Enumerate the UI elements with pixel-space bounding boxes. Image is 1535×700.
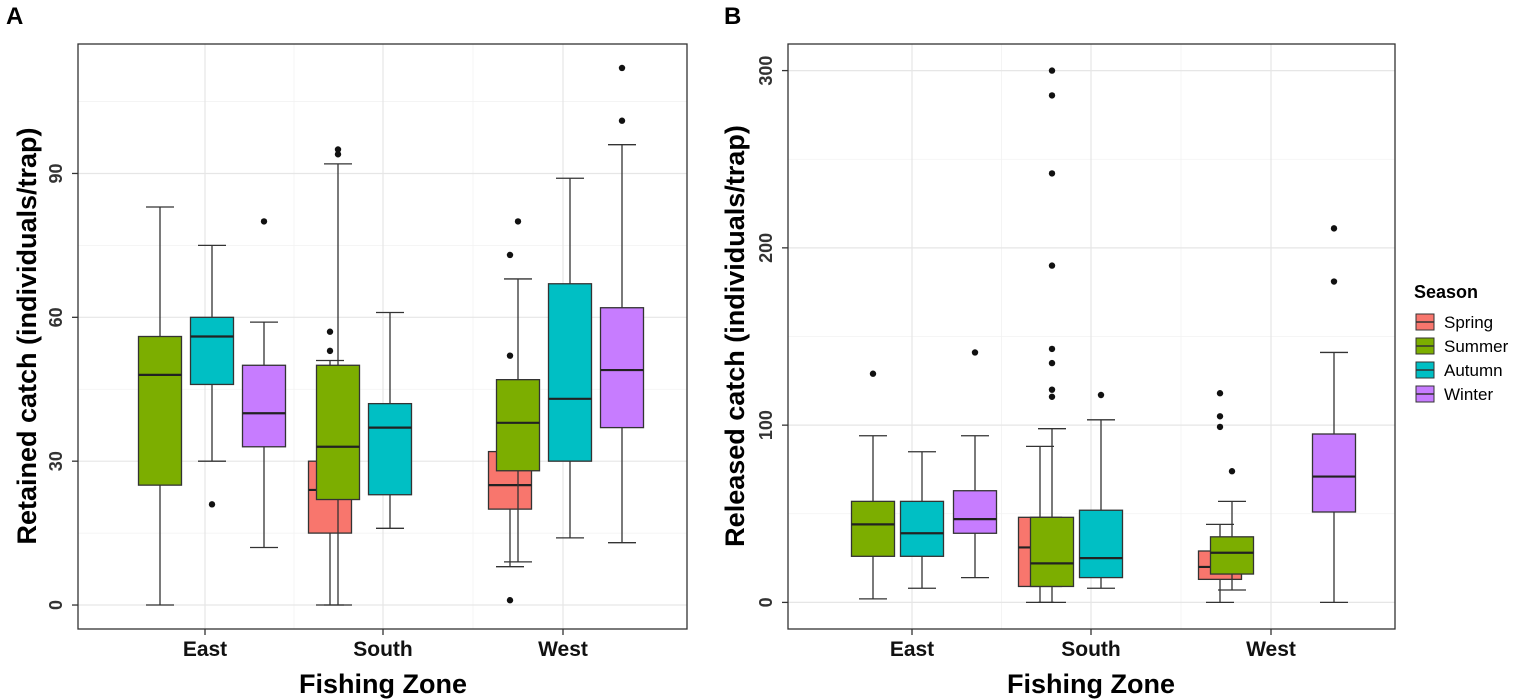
- box-iqr: [1209, 536, 1255, 575]
- legend-label: Spring: [1444, 313, 1493, 332]
- outlier-point: [506, 597, 514, 604]
- box-iqr: [850, 500, 896, 557]
- outlier-point: [1048, 359, 1056, 367]
- outlier-point: [1228, 468, 1236, 475]
- box-iqr: [1311, 433, 1357, 513]
- box-east-autumn: [899, 451, 945, 589]
- box-west-autumn: [547, 177, 593, 539]
- box-iqr: [1078, 509, 1124, 579]
- outlier-point: [618, 64, 626, 72]
- box-south-summer: [315, 146, 361, 606]
- y-tick-label: 0: [46, 600, 66, 610]
- box-east-summer: [137, 206, 183, 606]
- outlier-point: [1097, 391, 1105, 399]
- y-tick-label: 90: [46, 163, 66, 183]
- outlier-point: [618, 117, 626, 124]
- legend-item-winter: Winter: [1415, 385, 1493, 404]
- y-tick-label: 300: [756, 56, 776, 86]
- outlier-point: [208, 501, 216, 508]
- legend-title: Season: [1414, 282, 1478, 302]
- panel-b-label: B: [724, 3, 741, 30]
- outlier-point: [1048, 170, 1056, 177]
- season-legend: Season Spring Summer Autumn Winter: [1414, 282, 1509, 404]
- outlier-point: [1216, 423, 1224, 431]
- legend-label: Winter: [1444, 385, 1493, 404]
- box-iqr: [547, 283, 593, 462]
- panel-a-y-axis-title: Retained catch (individuals/trap): [12, 127, 42, 544]
- outlier-point: [1048, 393, 1056, 400]
- outlier-point: [260, 218, 268, 225]
- box-iqr: [952, 490, 998, 534]
- legend-item-spring: Spring: [1415, 313, 1493, 332]
- outlier-point: [1216, 413, 1224, 420]
- x-tick-label-south: South: [1061, 638, 1120, 661]
- outlier-point: [334, 151, 342, 158]
- outlier-point: [514, 218, 522, 225]
- box-west-winter: [599, 64, 645, 544]
- panel-a: A 0 30 60 90 East South West Retained catch (…: [6, 3, 688, 699]
- x-tick-label-east: East: [183, 638, 227, 661]
- outlier-point: [1048, 386, 1056, 393]
- box-west-summer: [1209, 468, 1255, 591]
- y-tick-label: 200: [756, 233, 776, 263]
- outlier-point: [326, 328, 334, 335]
- panel-a-x-axis-title: Fishing Zone: [299, 669, 467, 699]
- box-iqr: [495, 379, 541, 472]
- legend-label: Autumn: [1444, 361, 1503, 380]
- box-east-autumn: [189, 244, 235, 508]
- box-iqr: [899, 500, 945, 557]
- box-iqr: [599, 307, 645, 429]
- box-south-summer: [1029, 67, 1075, 604]
- outlier-point: [1330, 225, 1338, 232]
- box-west-summer: [495, 218, 541, 563]
- box-iqr: [137, 335, 183, 486]
- box-iqr: [1029, 516, 1075, 588]
- y-tick-label: 60: [46, 307, 66, 327]
- box-south-autumn: [367, 311, 413, 529]
- legend-item-autumn: Autumn: [1415, 361, 1503, 380]
- outlier-point: [971, 349, 979, 356]
- outlier-point: [1048, 262, 1056, 269]
- outlier-point: [1216, 390, 1224, 397]
- y-tick-label: 100: [756, 410, 776, 440]
- outlier-point: [334, 146, 342, 153]
- panel-a-label: A: [6, 3, 23, 30]
- box-south-autumn: [1078, 391, 1124, 589]
- box-east-winter: [952, 349, 998, 579]
- box-west-winter: [1311, 225, 1357, 604]
- outlier-point: [1048, 345, 1056, 353]
- panel-b-x-axis-title: Fishing Zone: [1007, 669, 1175, 699]
- outlier-point: [506, 352, 514, 359]
- outlier-point: [1330, 278, 1338, 285]
- x-tick-label-west: West: [1246, 638, 1296, 661]
- x-tick-label-east: East: [890, 638, 934, 661]
- outlier-point: [326, 347, 334, 355]
- legend-label: Summer: [1444, 337, 1509, 356]
- box-iqr: [367, 402, 413, 496]
- outlier-point: [506, 251, 514, 259]
- box-iqr: [189, 316, 235, 386]
- box-east-winter: [241, 218, 287, 549]
- y-tick-label: 30: [46, 451, 66, 471]
- box-east-summer: [850, 370, 896, 600]
- panel-b-y-axis-title: Released catch (individuals/trap): [720, 125, 750, 547]
- panel-b: B 0 100 200 300 East South West Released catc…: [720, 3, 1396, 699]
- outlier-point: [1048, 92, 1056, 99]
- y-tick-label: 0: [756, 597, 776, 607]
- outlier-point: [1048, 67, 1056, 74]
- outlier-point: [869, 370, 877, 377]
- box-iqr: [241, 364, 287, 448]
- x-tick-label-west: West: [538, 638, 588, 661]
- legend-item-summer: Summer: [1415, 337, 1509, 356]
- x-tick-label-south: South: [353, 638, 412, 661]
- box-iqr: [315, 364, 361, 501]
